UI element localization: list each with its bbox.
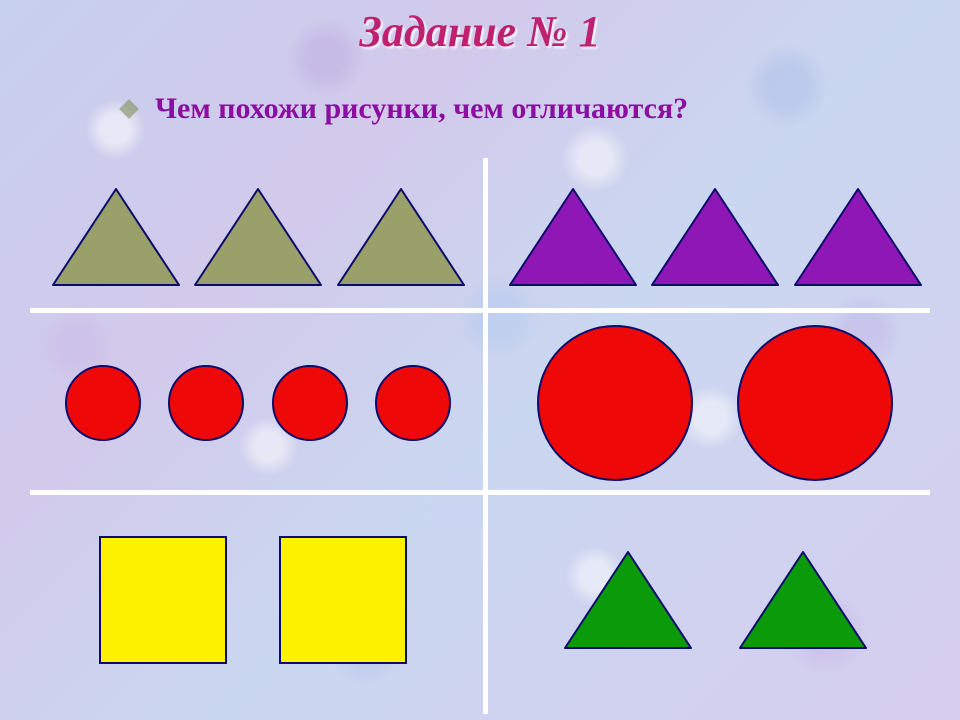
cell-bot-right <box>495 500 935 700</box>
cell-mid-right <box>495 320 935 486</box>
circle-shape <box>64 364 142 442</box>
circle-shape <box>374 364 452 442</box>
circle-shape <box>536 324 694 482</box>
triangle-shape <box>563 550 693 650</box>
slide-title: Задание № 1 <box>0 6 960 57</box>
cell-mid-left <box>38 320 478 486</box>
vertical-divider <box>483 158 488 714</box>
slide-canvas: Задание № 1 Чем похожи рисунки, чем отли… <box>0 0 960 720</box>
triangle-shape <box>193 187 323 287</box>
triangle-shape <box>650 187 780 287</box>
triangle-shape <box>51 187 181 287</box>
triangle-shape <box>336 187 466 287</box>
circle-shape <box>736 324 894 482</box>
triangle-shape <box>508 187 638 287</box>
square-shape <box>98 535 228 665</box>
square-shape <box>278 535 408 665</box>
triangle-shape <box>738 550 868 650</box>
circle-shape <box>167 364 245 442</box>
cell-top-right <box>495 170 935 304</box>
circle-shape <box>271 364 349 442</box>
slide-subtitle: Чем похожи рисунки, чем отличаются? <box>155 92 688 126</box>
horizontal-divider-2 <box>30 490 930 495</box>
cell-top-left <box>38 170 478 304</box>
horizontal-divider-1 <box>30 308 930 313</box>
triangle-shape <box>793 187 923 287</box>
cell-bot-left <box>38 500 478 700</box>
